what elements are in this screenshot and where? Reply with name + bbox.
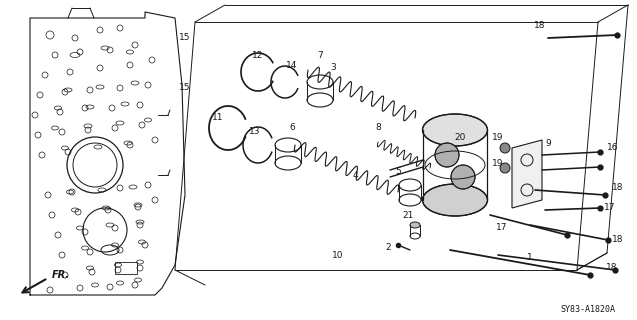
Text: 18: 18 xyxy=(612,236,624,244)
Polygon shape xyxy=(512,140,542,208)
Text: 14: 14 xyxy=(286,60,297,69)
Text: 7: 7 xyxy=(317,51,323,60)
Text: 3: 3 xyxy=(330,63,336,73)
Text: 6: 6 xyxy=(289,124,295,132)
Circle shape xyxy=(451,165,475,189)
Text: 11: 11 xyxy=(212,114,224,123)
Text: 19: 19 xyxy=(492,158,504,167)
Circle shape xyxy=(500,163,510,173)
Text: 20: 20 xyxy=(454,133,466,142)
Text: 9: 9 xyxy=(545,139,551,148)
Text: 18: 18 xyxy=(612,183,624,193)
Bar xyxy=(115,262,137,274)
Text: 12: 12 xyxy=(252,51,264,60)
Text: SY83-A1820A: SY83-A1820A xyxy=(560,306,615,315)
Text: 17: 17 xyxy=(496,223,508,233)
Text: 5: 5 xyxy=(395,167,401,177)
Text: 18: 18 xyxy=(534,20,546,29)
Ellipse shape xyxy=(422,114,487,146)
Circle shape xyxy=(500,143,510,153)
Ellipse shape xyxy=(422,184,487,216)
Ellipse shape xyxy=(410,222,420,228)
Text: 13: 13 xyxy=(249,127,261,137)
Text: 10: 10 xyxy=(333,251,344,260)
Text: 2: 2 xyxy=(385,244,391,252)
Text: 8: 8 xyxy=(375,124,381,132)
Text: 18: 18 xyxy=(606,263,618,273)
Text: 1: 1 xyxy=(527,253,533,262)
Text: 21: 21 xyxy=(403,211,413,220)
Text: 16: 16 xyxy=(607,143,619,153)
Text: 15: 15 xyxy=(179,84,190,92)
Text: FR.: FR. xyxy=(52,270,70,280)
Text: 19: 19 xyxy=(492,133,504,142)
Text: 17: 17 xyxy=(605,204,616,212)
Circle shape xyxy=(435,143,459,167)
Text: 15: 15 xyxy=(179,34,190,43)
Text: 4: 4 xyxy=(352,171,358,180)
